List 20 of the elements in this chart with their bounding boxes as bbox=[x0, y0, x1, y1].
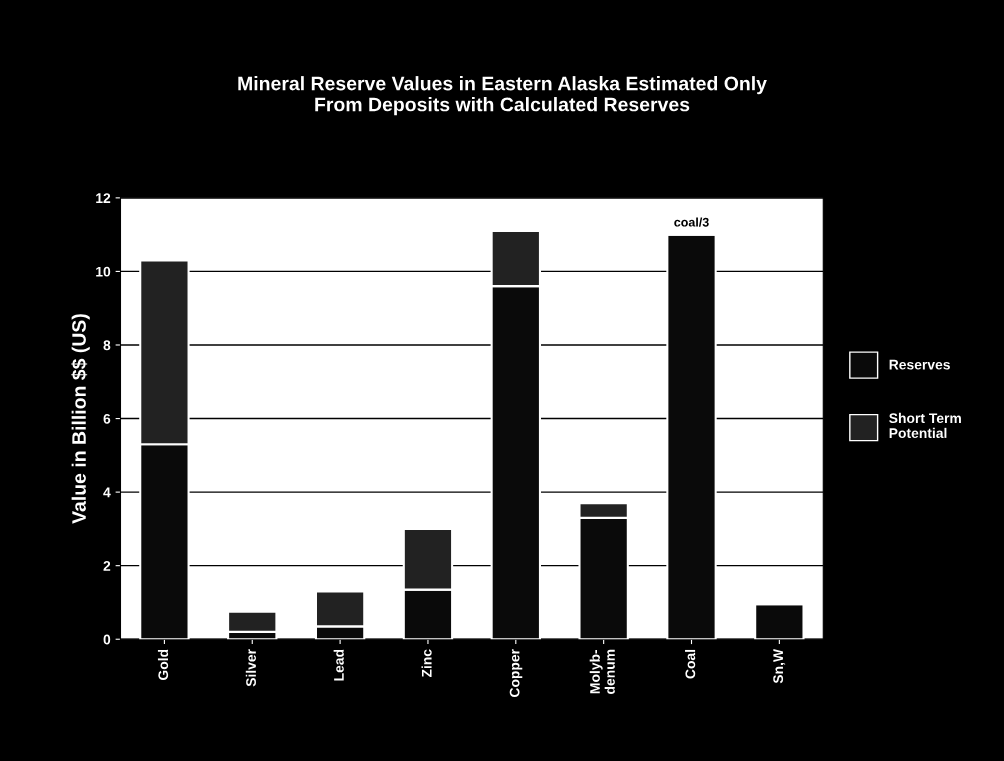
y-tick-label: 8 bbox=[103, 340, 111, 351]
y-tick-label: 12 bbox=[96, 193, 111, 203]
x-tick-label: Silver bbox=[245, 649, 256, 687]
x-tick-label: Lead bbox=[333, 649, 344, 681]
x-tick-label: Sn,W bbox=[773, 648, 786, 684]
y-tick-label: 4 bbox=[103, 487, 111, 498]
x-tick-label: Zinc bbox=[421, 649, 432, 678]
x-tick-label: Coal bbox=[685, 649, 696, 679]
y-tick-label: 2 bbox=[103, 561, 111, 571]
x-tick-label: Gold bbox=[157, 649, 169, 681]
x-tick-label: Molyb- denum bbox=[589, 649, 615, 694]
x-tick-label: Copper bbox=[509, 649, 523, 697]
legend-label: Reserves bbox=[889, 359, 950, 370]
y-tick-label: 10 bbox=[96, 266, 111, 277]
y-axis-title: Value in Billion $$ (US) bbox=[71, 314, 90, 524]
y-tick-label: 6 bbox=[103, 413, 111, 424]
chart-title: Mineral Reserve Values in Eastern Alaska Estimated Only From Deposits with Calculated Reserves bbox=[238, 76, 767, 116]
annotation: coal/3 bbox=[674, 217, 709, 227]
y-tick-label: 0 bbox=[103, 634, 111, 645]
legend-label: Short Term Potential bbox=[889, 412, 961, 439]
